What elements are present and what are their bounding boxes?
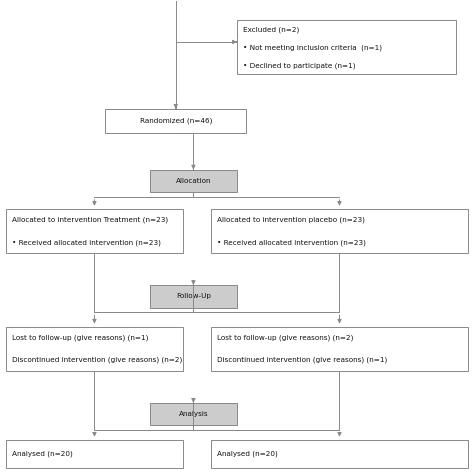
Text: Allocation: Allocation — [176, 178, 211, 184]
Text: Analysis: Analysis — [179, 411, 208, 417]
FancyBboxPatch shape — [6, 327, 183, 371]
FancyBboxPatch shape — [211, 327, 468, 371]
Text: Allocated to intervention placebo (n=23): Allocated to intervention placebo (n=23) — [217, 217, 365, 223]
Text: Analysed (n=20): Analysed (n=20) — [12, 450, 73, 457]
FancyBboxPatch shape — [150, 170, 237, 192]
FancyBboxPatch shape — [150, 403, 237, 426]
Text: • Not meeting inclusion criteria  (n=1): • Not meeting inclusion criteria (n=1) — [243, 44, 382, 51]
Text: Follow-Up: Follow-Up — [176, 293, 211, 300]
FancyBboxPatch shape — [150, 285, 237, 308]
Text: Analysed (n=20): Analysed (n=20) — [217, 450, 277, 457]
Text: Randomized (n=46): Randomized (n=46) — [139, 118, 212, 124]
FancyBboxPatch shape — [6, 439, 183, 468]
Text: • Received allocated intervention (n=23): • Received allocated intervention (n=23) — [12, 239, 161, 246]
Text: Lost to follow-up (give reasons) (n=1): Lost to follow-up (give reasons) (n=1) — [12, 335, 148, 341]
FancyBboxPatch shape — [237, 20, 456, 74]
FancyBboxPatch shape — [211, 439, 468, 468]
Text: Discontinued intervention (give reasons) (n=1): Discontinued intervention (give reasons)… — [217, 357, 387, 364]
Text: Excluded (n=2): Excluded (n=2) — [243, 26, 299, 33]
FancyBboxPatch shape — [105, 109, 246, 133]
Text: Lost to follow-up (give reasons) (n=2): Lost to follow-up (give reasons) (n=2) — [217, 335, 353, 341]
FancyBboxPatch shape — [211, 209, 468, 254]
Text: Allocated to intervention Treatment (n=23): Allocated to intervention Treatment (n=2… — [12, 217, 168, 223]
Text: • Received allocated intervention (n=23): • Received allocated intervention (n=23) — [217, 239, 365, 246]
Text: Discontinued intervention (give reasons) (n=2): Discontinued intervention (give reasons)… — [12, 357, 182, 364]
Text: • Declined to participate (n=1): • Declined to participate (n=1) — [243, 62, 355, 69]
FancyBboxPatch shape — [6, 209, 183, 254]
